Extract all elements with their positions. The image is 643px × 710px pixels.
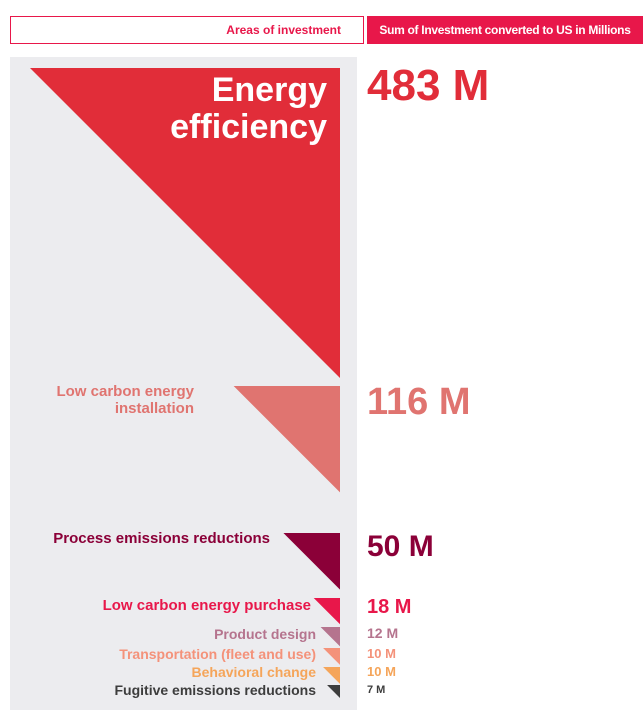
value-label: 10 M — [367, 664, 396, 679]
category-label: Process emissions reductions — [53, 530, 270, 547]
category-label: Transportation (fleet and use) — [119, 646, 316, 662]
value-label: 7 M — [367, 684, 386, 696]
triangle — [283, 533, 340, 590]
category-label: Behavioral change — [191, 664, 317, 680]
triangle — [320, 627, 340, 647]
category-label: Energy efficiency — [170, 71, 327, 147]
triangle — [323, 667, 340, 684]
triangle — [233, 386, 340, 493]
value-label: 483 M — [367, 61, 490, 110]
category-label: Low carbon energy purchase — [102, 597, 311, 614]
category-label: Low carbon energy installation — [56, 383, 194, 417]
category-label: Product design — [214, 626, 316, 642]
triangle — [30, 68, 340, 378]
value-label: 12 M — [367, 625, 399, 641]
value-label: 10 M — [367, 646, 396, 661]
triangle — [323, 648, 340, 665]
header-left: Areas of investment — [10, 16, 364, 44]
value-label: 116 M — [367, 381, 471, 423]
triangle — [313, 598, 340, 625]
value-label: 50 M — [367, 530, 434, 563]
header-right: Sum of Investment converted to US in Mil… — [367, 16, 643, 44]
value-label: 18 M — [367, 596, 412, 618]
triangle — [327, 685, 340, 698]
category-label: Fugitive emissions reductions — [114, 682, 317, 698]
